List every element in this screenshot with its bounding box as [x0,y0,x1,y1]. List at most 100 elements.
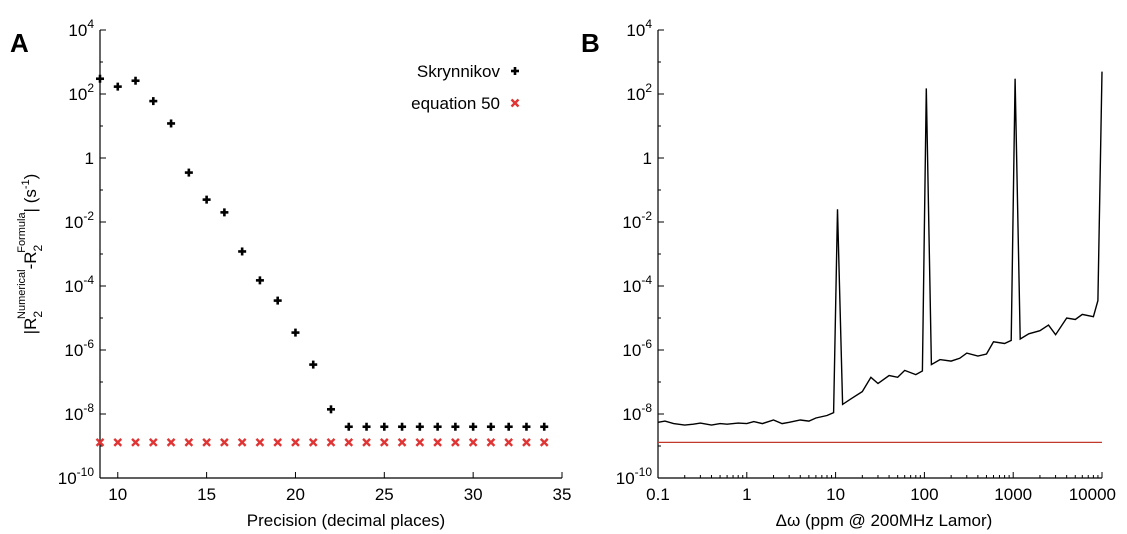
equation-50-point [291,438,300,447]
panel-b-x-tick-label: 10000 [1069,485,1116,504]
ylabel-close: | (s [21,189,40,212]
equation-50-point [220,438,229,447]
panel-b-letter: B [581,28,600,58]
equation-50-point [326,438,336,447]
panel-a-y-tick-label-exp: -10 [77,465,95,479]
equation-50-point [379,438,389,447]
panel-b-y-tick-label-base: 10 [622,405,641,424]
x-b [468,438,478,447]
x-b [486,438,496,447]
panel-a-legend: Skrynnikov equation 50 [411,62,520,113]
skrynnikov-series [96,74,549,431]
x-b [220,438,229,447]
panel-a-y-tick-label-base: 10 [58,469,77,488]
skrynnikov-point [167,119,176,128]
equation-50-point [486,438,496,447]
panel-a-y-tick-label: 104 [68,17,94,40]
panel-b-x-tick-label: 1 [742,485,751,504]
equation-50-point [344,438,354,447]
panel-a-y-tick-label: 1 [85,149,94,168]
x-b [522,438,531,447]
panel-b-y-tick-label: 1 [643,149,652,168]
skrynnikov-point [238,247,247,256]
panel-b-y-tick-label-exp: 2 [645,81,652,95]
panel-b-y-tick-label-exp: -8 [641,401,652,415]
panel-b-x-axis-title: Δω (ppm @ 200MHz Lamor) [776,511,993,530]
x-b [326,438,336,447]
panel-a-x-tick-label: 10 [108,485,127,504]
skrynnikov-point [327,405,335,414]
equation-50-point [255,438,265,447]
x-b [131,438,140,447]
panel-b-y-tick-label-base: 10 [622,277,641,296]
panel-a-y-tick-label-base: 10 [68,21,87,40]
x-b [113,438,123,447]
equation-50-point [362,438,371,447]
panel-a-y-tick-label-base: 10 [64,341,83,360]
skrynnikov-point [522,422,531,431]
skrynnikov-point [415,422,424,431]
ylabel-end: ) [21,174,40,180]
panel-b-x-tick-label: 1000 [994,485,1032,504]
skrynnikov-point [273,296,282,305]
x-b [433,438,442,447]
panel-a-y-tick-label: 10-8 [64,401,94,424]
panel-b-y-tick-label: 104 [626,17,652,40]
ylabel-open: |R [21,318,40,335]
panel-a-y-tick-label: 10-10 [58,465,95,488]
panel-a-y-tick-label-exp: -8 [83,401,94,415]
x-b [362,438,371,447]
equation-50-point [539,438,549,447]
x-b [184,438,194,447]
skrynnikov-point [113,82,122,91]
panel-b-series [657,71,1103,443]
panel-a-letter: A [10,28,29,58]
equation-50-point [415,438,425,447]
panel-b-y-tick-label-exp: -4 [641,273,652,287]
skrynnikov-point [451,422,460,431]
panel-a-y-tick-label-base: 10 [64,405,83,424]
panel-b-axes [657,30,1102,479]
skrynnikov-point [96,74,104,83]
panel-b-x-tick-label: 100 [910,485,938,504]
skrynnikov-point [344,422,353,431]
x-b [166,438,176,447]
panel-b-x-ticks: 0.1 1 10 100 1000 10000 [646,472,1116,504]
panel-b-x-tick-label: 10 [826,485,845,504]
skrynnikov-point [202,195,211,204]
panel-b-y-tick-label-exp: -2 [641,209,652,223]
panel-a-y-tick-label-base: 10 [68,85,87,104]
x-b [344,438,354,447]
skrynnikov-point [504,422,513,431]
panel-b-y-tick-label: 10-10 [616,465,653,488]
ylabel-sub1: 2 [31,311,45,318]
panel-a-y-tick-label-exp: -4 [83,273,94,287]
panel-a-y-tick-label: 10-2 [64,209,94,232]
legend-x-b [510,98,520,108]
x-b [95,438,105,447]
panel-a-x-tick-label: 30 [464,485,483,504]
panel-b-y-tick-label-exp: 4 [645,17,652,31]
ylabel-sup2: Formula [16,212,28,253]
panel-b-series-line [657,71,1103,426]
panel-b-y-tick-label: 10-4 [622,273,652,296]
x-b [415,438,425,447]
panel-b-y-tick-label-exp: -10 [635,465,653,479]
equation-50-point [451,438,460,447]
panel-a-y-axis-title: |R2Numerical-R2Formula| (s-1) [16,174,45,335]
ylabel-sup1: Numerical [16,269,28,319]
skrynnikov-point [309,360,318,369]
skrynnikov-point [433,422,442,431]
skrynnikov-point [362,422,371,431]
panel-b-y-tick-label: 102 [626,81,652,104]
equation-50-point [113,438,123,447]
panel-b-y-tick-label-base: 10 [622,341,641,360]
panel-a-y-tick-label: 10-4 [64,273,94,296]
panel-a-y-tick-label: 10-6 [64,337,94,360]
panel-a-y-tick-label-exp: 4 [87,17,94,31]
panel-a-x-tick-label: 35 [553,485,572,504]
panel-a-y-tick-label-exp: -2 [83,209,94,223]
